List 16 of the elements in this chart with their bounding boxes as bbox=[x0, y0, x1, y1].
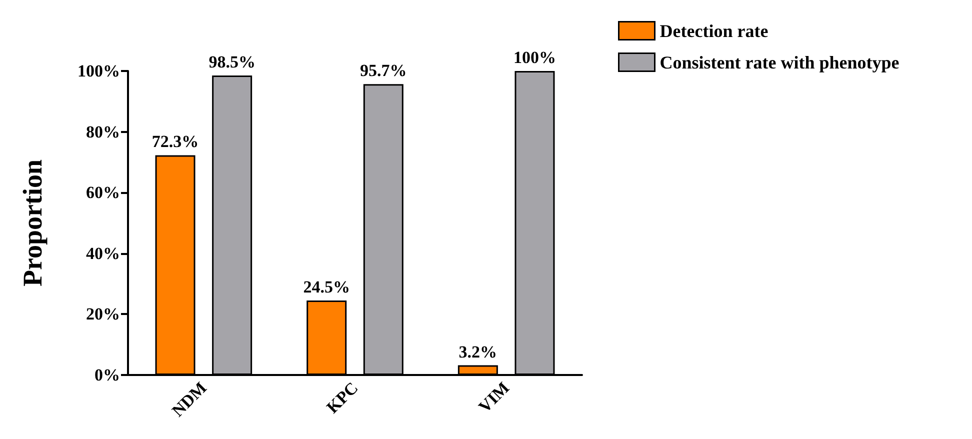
y-tick-label: 80% bbox=[86, 122, 120, 142]
data-label: 3.2% bbox=[458, 342, 498, 362]
legend-label: Detection rate bbox=[660, 20, 768, 41]
y-tick-label: 0% bbox=[94, 366, 120, 384]
y-tick-label: 20% bbox=[86, 304, 120, 324]
y-tick-label: 60% bbox=[86, 183, 120, 202]
y-axis-title: Proportion bbox=[18, 160, 48, 286]
x-tick-label: VIM bbox=[474, 378, 514, 416]
data-label: 100% bbox=[513, 48, 556, 67]
data-label: 98.5% bbox=[208, 52, 256, 72]
data-label: 24.5% bbox=[303, 278, 350, 297]
y-tick-label: 100% bbox=[78, 62, 120, 80]
y-tick-label: 40% bbox=[86, 244, 120, 263]
data-label: 95.7% bbox=[360, 61, 407, 80]
legend-label: Consistent rate with phenotype bbox=[660, 52, 900, 72]
data-label: 72.3% bbox=[152, 132, 199, 152]
